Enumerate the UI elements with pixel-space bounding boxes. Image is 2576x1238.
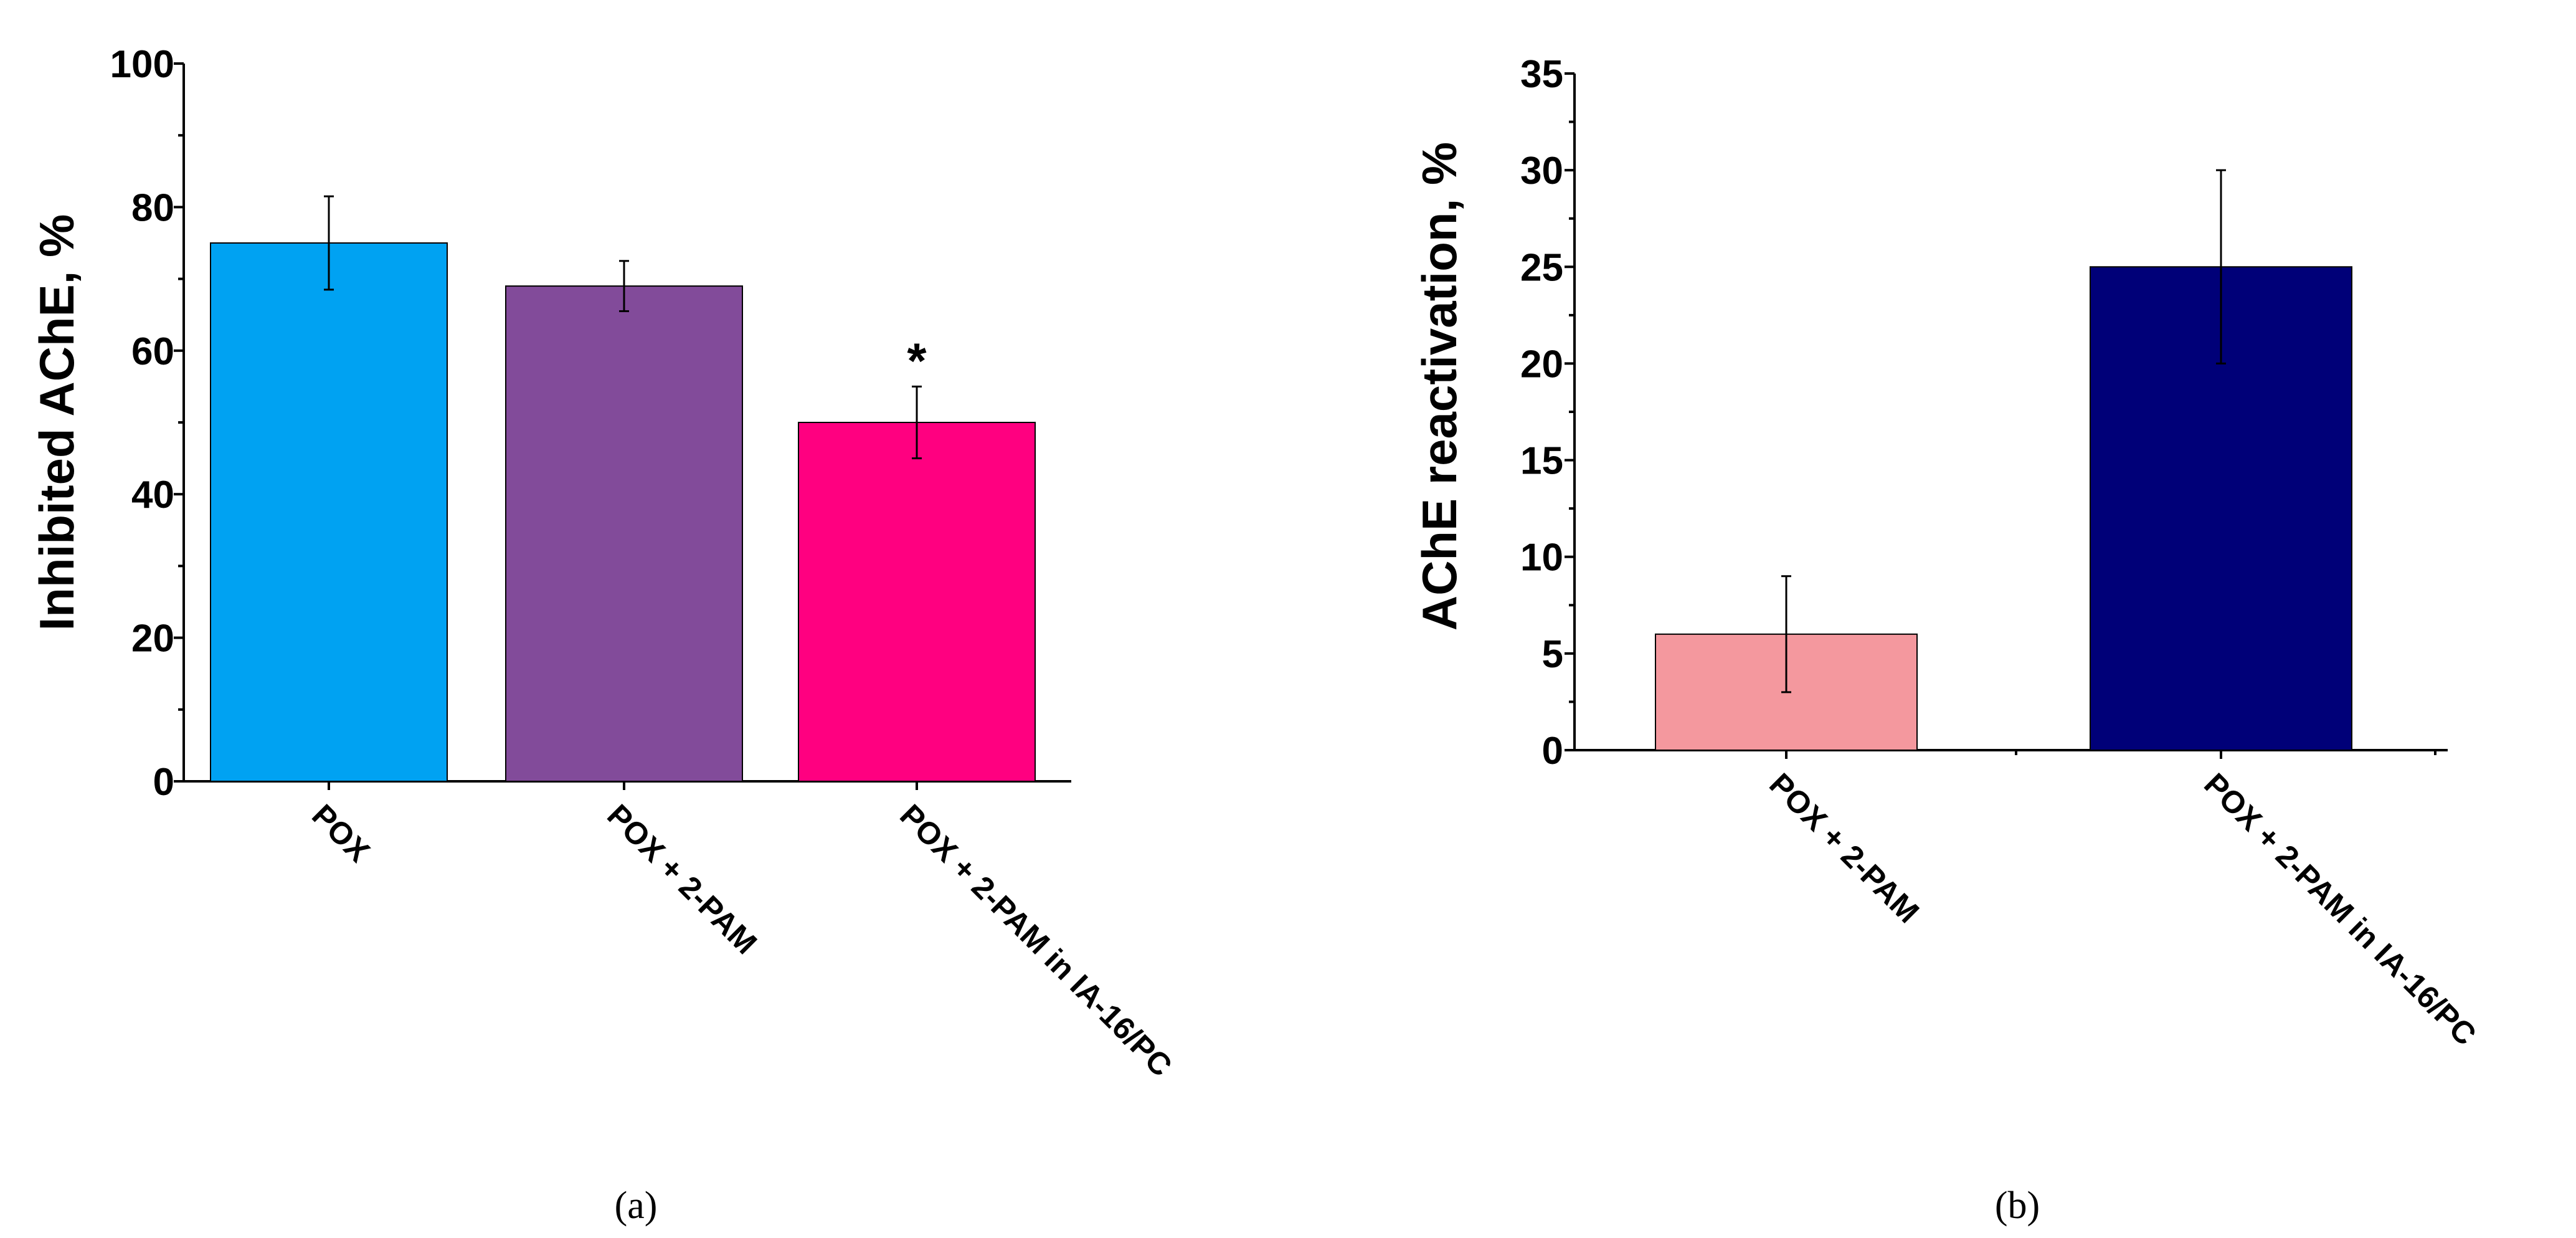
x-category-label: POX + 2-PAM in IA-16/PC — [893, 798, 1178, 1083]
chart-panel-b: 0 5 10 15 20 25 30 35 POX + 2-PAM POX + 2-PAM in… — [1412, 53, 2483, 1227]
y-tick-label: 35 — [1520, 53, 1563, 96]
y-tick-label: 20 — [1520, 343, 1563, 386]
panel-a-y-axis-title: Inhibited AChE, % — [29, 214, 84, 631]
panel-b-category-labels: POX + 2-PAM POX + 2-PAM in IA-16/PC — [1763, 750, 2483, 1052]
panel-b-label: (b) — [1995, 1184, 2040, 1227]
x-category-label: POX + 2-PAM in IA-16/PC — [2197, 766, 2483, 1052]
panel-b-bars — [1655, 169, 2352, 751]
y-tick-label: 80 — [131, 186, 174, 229]
y-tick-label: 40 — [131, 474, 174, 517]
bar — [505, 285, 743, 782]
y-tick-label: 5 — [1542, 633, 1563, 676]
y-tick-label: 15 — [1520, 440, 1563, 483]
bar — [210, 242, 448, 782]
panel-a-label: (a) — [615, 1184, 658, 1227]
y-tick-label: 100 — [110, 43, 174, 86]
y-tick-label: 10 — [1520, 536, 1563, 579]
panel-a-category-labels: POX POX + 2-PAM POX + 2-PAM in IA-16/PC — [305, 781, 1179, 1083]
x-category-label: POX — [305, 798, 376, 869]
chart-panel-a: 0 20 40 60 80 100 * POX POX + 2-PAM POX + 2-PAM… — [29, 43, 1179, 1227]
bar — [798, 422, 1036, 782]
y-tick-label: 20 — [131, 617, 174, 660]
y-tick-label: 60 — [131, 330, 174, 373]
significance-marker: * — [907, 333, 927, 388]
panel-a-y-ticks: 0 20 40 60 80 100 — [110, 43, 184, 804]
panel-b-y-ticks: 0 5 10 15 20 25 30 35 — [1520, 53, 1574, 773]
y-tick-label: 25 — [1520, 246, 1563, 289]
x-category-label: POX + 2-PAM — [1763, 766, 1926, 930]
x-category-label: POX + 2-PAM — [600, 798, 764, 961]
y-tick-label: 0 — [153, 761, 174, 804]
y-tick-label: 0 — [1542, 730, 1563, 773]
y-tick-label: 30 — [1520, 150, 1563, 193]
panel-a-bars: * — [210, 195, 1036, 782]
panel-b-y-axis-title: AChE reactivation, % — [1412, 142, 1467, 631]
